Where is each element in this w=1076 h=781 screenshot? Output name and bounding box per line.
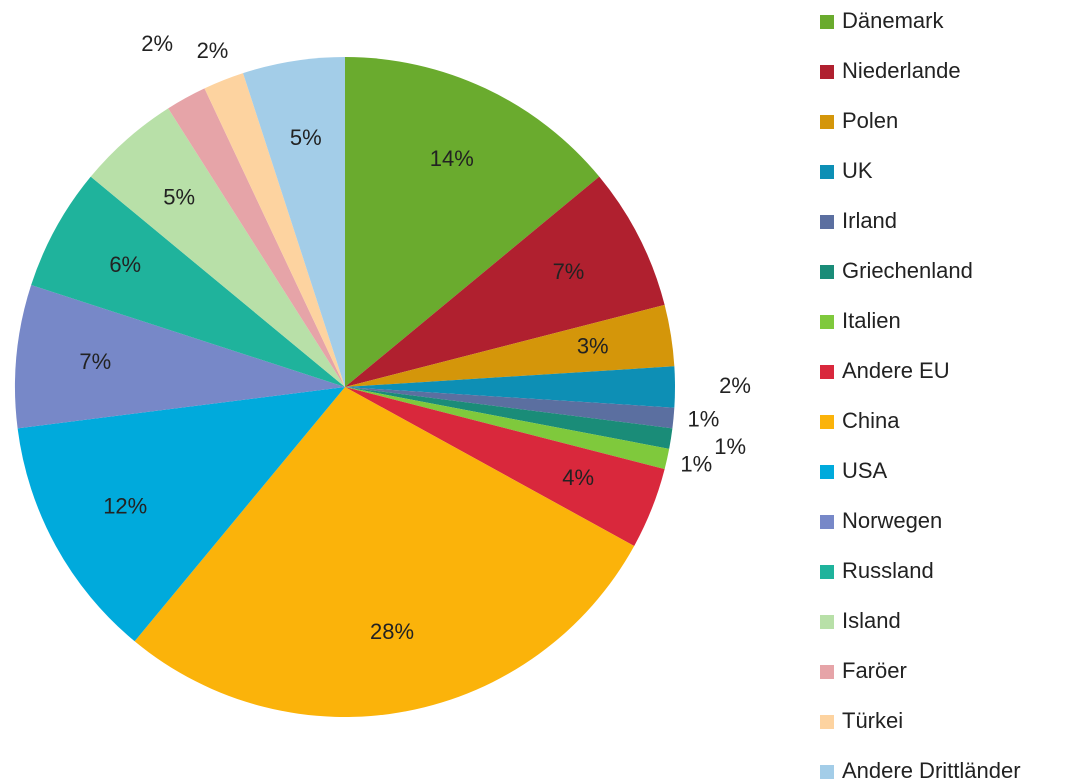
- slice-label: 6%: [109, 252, 141, 277]
- legend-swatch: [820, 415, 834, 429]
- legend-swatch: [820, 365, 834, 379]
- pie-slice: [345, 57, 600, 387]
- legend-label: Dänemark: [842, 8, 944, 33]
- pie-slice: [204, 73, 345, 387]
- slice-label: 3%: [577, 334, 609, 359]
- pie-slice: [31, 176, 346, 387]
- legend-swatch: [820, 715, 834, 729]
- legend-swatch: [820, 665, 834, 679]
- legend-label: Irland: [842, 208, 897, 233]
- legend-label: Niederlande: [842, 58, 961, 83]
- pie-slice: [345, 387, 670, 470]
- slice-label: 7%: [79, 349, 111, 374]
- pie-slice: [345, 387, 665, 546]
- slice-label: 2%: [141, 31, 173, 56]
- legend-label: Polen: [842, 108, 898, 133]
- legend-swatch: [820, 615, 834, 629]
- slice-label: 1%: [680, 451, 712, 476]
- legend-label: Norwegen: [842, 508, 942, 533]
- slice-label: 4%: [562, 465, 594, 490]
- legend-swatch: [820, 65, 834, 79]
- pie-slice: [17, 387, 346, 642]
- legend-label: Türkei: [842, 708, 903, 733]
- legend-label: Island: [842, 608, 901, 633]
- legend-swatch: [820, 215, 834, 229]
- legend-label: China: [842, 408, 900, 433]
- pie-slice: [243, 57, 345, 387]
- pie-slice: [345, 387, 673, 449]
- legend-label: USA: [842, 458, 888, 483]
- legend-swatch: [820, 765, 834, 779]
- slice-label: 2%: [197, 38, 229, 63]
- pie-slice: [168, 88, 345, 387]
- slice-label: 28%: [370, 619, 414, 644]
- slice-label: 5%: [290, 125, 322, 150]
- legend-label: Griechenland: [842, 258, 973, 283]
- slice-label: 2%: [719, 373, 751, 398]
- pie-slice: [345, 387, 675, 429]
- legend-swatch: [820, 265, 834, 279]
- legend-label: UK: [842, 158, 873, 183]
- legend-swatch: [820, 165, 834, 179]
- pie-slice: [345, 366, 675, 408]
- slice-label: 7%: [553, 259, 585, 284]
- legend-swatch: [820, 15, 834, 29]
- slice-label: 1%: [688, 407, 720, 432]
- legend-swatch: [820, 115, 834, 129]
- legend-label: Russland: [842, 558, 934, 583]
- pie-slice: [90, 108, 346, 387]
- slice-label: 14%: [430, 146, 474, 171]
- legend-label: Andere Drittländer: [842, 758, 1021, 781]
- legend-label: Andere EU: [842, 358, 950, 383]
- pie-slice: [345, 176, 665, 387]
- slice-label: 1%: [714, 434, 746, 459]
- pie-slice: [134, 387, 635, 717]
- slice-label: 12%: [103, 494, 147, 519]
- legend-label: Italien: [842, 308, 901, 333]
- pie-slice: [345, 304, 675, 387]
- legend-swatch: [820, 315, 834, 329]
- legend-swatch: [820, 465, 834, 479]
- pie-slice: [15, 285, 346, 429]
- slice-label: 5%: [163, 185, 195, 210]
- legend-label: Faröer: [842, 658, 907, 683]
- legend-swatch: [820, 565, 834, 579]
- legend-swatch: [820, 515, 834, 529]
